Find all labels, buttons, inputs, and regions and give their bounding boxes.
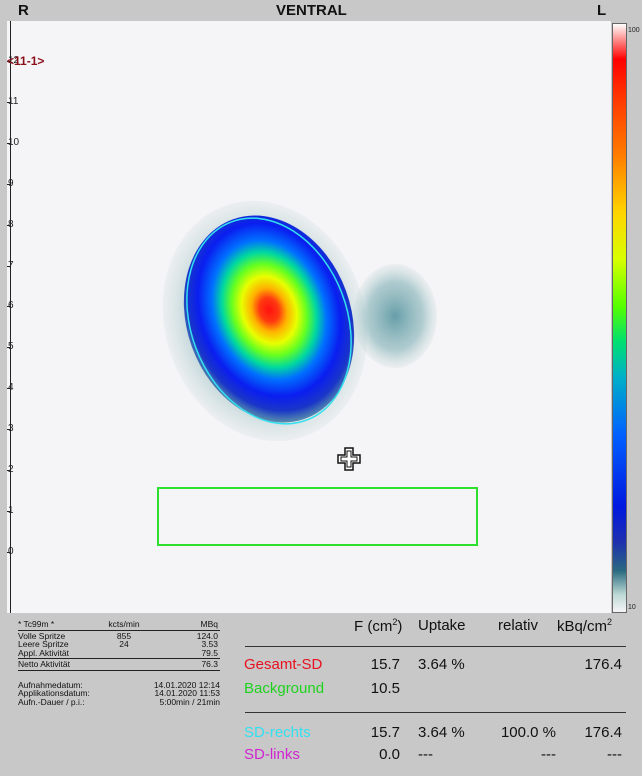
result-f-value: 15.7 (370, 724, 400, 741)
date-label: Applikationsdatum: (18, 688, 90, 698)
y-tick-mark (7, 388, 11, 390)
y-tick-label: 11 (8, 95, 19, 107)
contralateral-uptake (353, 264, 437, 368)
image-marker: <11-1> (7, 54, 45, 68)
date-row: Applikationsdatum: 14.01.2020 11:53 (18, 689, 220, 698)
divider (18, 658, 220, 659)
result-label-gesamt-sd: Gesamt-SD (244, 656, 323, 673)
y-tick-label: 2 (8, 464, 14, 475)
view-header: R VENTRAL L (0, 0, 642, 22)
acquisition-row: Volle Spritze 855 124.0 (18, 630, 220, 641)
divider (18, 629, 220, 631)
acquisition-header: * Tc99m * kcts/min MBq (18, 620, 220, 629)
scale-ruler (7, 21, 11, 613)
y-tick-mark (7, 265, 11, 267)
result-relativ-value: --- (541, 746, 556, 763)
result-f-value: 10.5 (370, 680, 400, 697)
uptake-heatmap (162, 200, 437, 442)
date-value: 14.01.2020 12:14 (153, 679, 220, 690)
divider (18, 669, 220, 671)
acquisition-kcts: 24 (119, 639, 129, 649)
acquisition-mbq: 79.5 (201, 647, 218, 658)
y-tick-mark (7, 551, 11, 553)
kcts-column-header: kcts/min (108, 619, 140, 629)
divider (245, 712, 626, 713)
y-tick-mark (7, 347, 11, 349)
gland-uptake (183, 215, 355, 423)
y-tick-mark (7, 61, 11, 62)
kbq-column-header: kBq/cm2 (557, 617, 613, 635)
date-row: Aufn.-Dauer / p.i.: 5:00min / 21min (18, 696, 220, 707)
acquisition-panel: * Tc99m * kcts/min MBq Volle Spritze 855 1… (18, 620, 220, 706)
date-label: Aufn.-Dauer / p.i.: (18, 696, 85, 707)
acquisition-label: Leere Spritze (18, 639, 69, 649)
colorbar-max-label: 100 (628, 27, 640, 34)
acquisition-row: Appl. Aktivität 79.5 (18, 647, 220, 658)
result-label-background: Background (244, 680, 325, 697)
result-label-sd-rechts: SD-rechts (244, 724, 311, 741)
acquisition-kcts: 855 (116, 630, 132, 641)
colorbar-panel: 100 10 (611, 21, 642, 613)
acquisition-mbq: 3.53 (201, 639, 218, 649)
y-tick-mark (7, 142, 11, 144)
orientation-left-label: L (597, 2, 607, 19)
y-tick-label: 0 (8, 545, 14, 557)
color-scale-bar (612, 23, 627, 613)
y-tick-mark (7, 183, 11, 185)
y-tick-label: 3 (8, 423, 14, 435)
acquisition-row: Leere Spritze 24 3.53 (18, 640, 220, 649)
y-tick-label: 7 (8, 259, 14, 271)
relativ-column-header: relativ (498, 617, 539, 634)
acquisition-mbq: 76.3 (201, 659, 218, 669)
acquisition-label: Appl. Aktivität (18, 647, 70, 658)
result-kbq-value: 176.4 (584, 656, 622, 673)
y-tick-label: 12 (8, 55, 20, 66)
acquisition-label: Netto Aktivität (18, 659, 70, 669)
result-uptake-value: --- (418, 746, 433, 763)
acquisition-row: Netto Aktivität 76.3 (18, 660, 220, 669)
acquisition-mbq: 124.0 (196, 630, 218, 641)
result-f-value: 15.7 (370, 656, 400, 673)
cursor-crosshair-icon (337, 447, 361, 471)
divider (245, 646, 626, 647)
date-row: Aufnahmedatum: 14.01.2020 12:14 (18, 679, 220, 690)
colorbar-min-label: 10 (628, 604, 636, 611)
result-f-value: 0.0 (379, 746, 400, 763)
y-tick-mark (7, 224, 11, 226)
sd-rechts-roi-outline (186, 217, 352, 425)
result-uptake-value: 3.64 % (418, 724, 465, 741)
result-relativ-value: 100.0 % (500, 724, 556, 741)
y-tick-label: 8 (8, 218, 14, 230)
mbq-column-header: MBq (200, 619, 218, 629)
date-label: Aufnahmedatum: (18, 679, 83, 690)
result-label-sd-links: SD-links (244, 746, 300, 763)
orientation-right-label: R (18, 2, 29, 19)
background-roi[interactable] (157, 487, 478, 546)
results-area (0, 613, 642, 776)
y-tick-label: 5 (8, 341, 14, 353)
y-tick-label: 10 (8, 136, 20, 148)
y-tick-mark (7, 429, 11, 431)
y-tick-mark (7, 306, 11, 308)
result-kbq-value: 176.4 (584, 724, 622, 741)
date-value: 5:00min / 21min (159, 696, 220, 707)
result-kbq-value: --- (607, 746, 622, 763)
y-tick-mark (7, 470, 11, 471)
scintigraphy-image[interactable]: 12 11 10 9 8 7 6 5 4 3 2 1 0 <11-1> (7, 21, 611, 613)
y-tick-label: 9 (8, 177, 14, 189)
y-tick-mark (7, 101, 11, 103)
y-tick-label: 4 (8, 382, 14, 394)
uptake-column-header: Uptake (418, 617, 466, 634)
y-tick-label: 1 (8, 504, 14, 516)
y-tick-label: 6 (8, 300, 14, 312)
view-title: VENTRAL (276, 2, 347, 19)
acquisition-label: Volle Spritze (18, 630, 66, 641)
results-panel: F (cm2) Uptake relativ kBq/cm2 Gesamt-SD… (232, 612, 642, 776)
date-value: 14.01.2020 11:53 (154, 688, 220, 698)
result-uptake-value: 3.64 % (418, 656, 465, 673)
f-column-header: F (cm2) (354, 617, 403, 635)
y-tick-mark (7, 510, 11, 512)
isotope-label: * Tc99m * (18, 619, 55, 629)
